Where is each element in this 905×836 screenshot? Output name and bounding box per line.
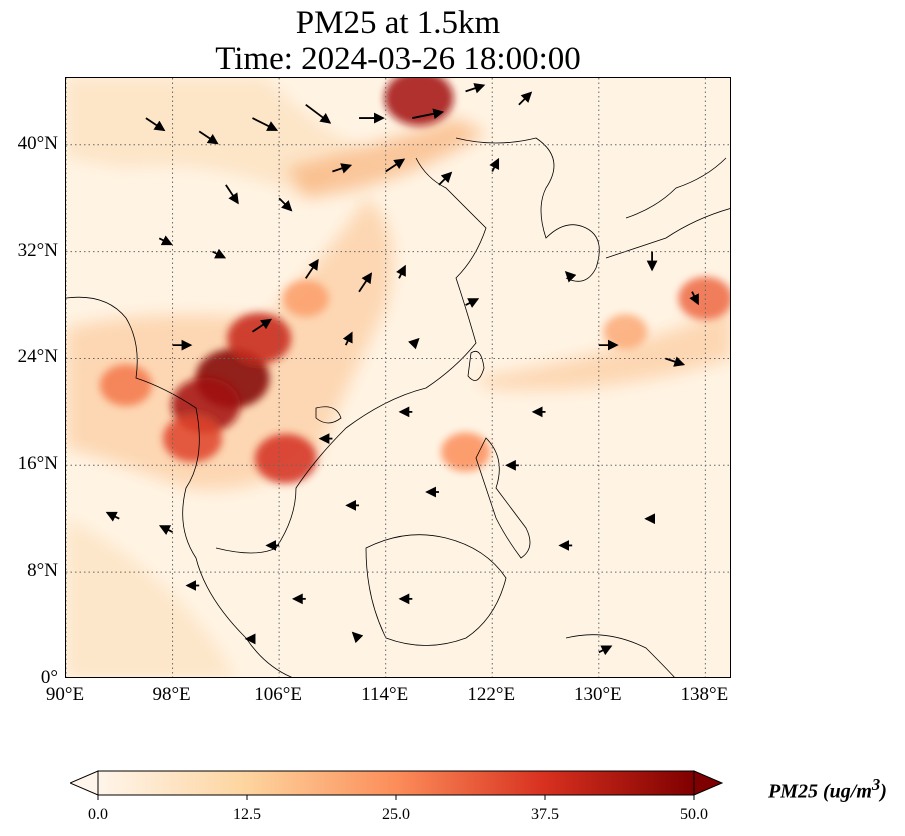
wind-arrow <box>412 108 445 120</box>
colorbar-tick-label: 25.0 <box>382 806 410 823</box>
wind-arrow <box>305 258 319 279</box>
pm25-hotspot <box>227 312 292 365</box>
longitude-tick-label: 98°E <box>152 684 191 705</box>
latitude-tick-label: 40°N <box>17 132 58 154</box>
wind-arrow <box>198 130 219 145</box>
wind-arrow <box>252 117 279 131</box>
colorbar-label: PM25 (ug/m3) <box>768 775 887 803</box>
longitude-tick-label: 138°E <box>680 684 729 705</box>
wind-vectors <box>105 83 699 656</box>
latitude-tick-label: 24°N <box>17 346 58 368</box>
colorbar-tick-label: 50.0 <box>680 806 708 823</box>
wind-arrow <box>332 163 353 174</box>
pm25-hotspot <box>99 364 152 406</box>
longitude-tick-label: 122°E <box>467 684 516 705</box>
latitude-tick-label: 16°N <box>17 453 58 475</box>
lat-lon-gridlines <box>66 78 730 677</box>
pm25-field <box>66 78 730 677</box>
wind-arrow <box>278 197 293 212</box>
map-panel <box>65 77 731 678</box>
wind-arrow <box>358 272 373 293</box>
wind-arrow <box>225 184 239 205</box>
wind-arrow <box>342 331 353 346</box>
colorbar-gradient <box>97 770 695 796</box>
map-canvas <box>66 78 730 677</box>
wind-arrow <box>305 103 332 124</box>
wind-arrow <box>105 511 120 522</box>
wind-arrow <box>438 171 453 186</box>
colorbar-tick-label: 37.5 <box>531 806 559 823</box>
longitude-tick-label: 130°E <box>573 684 622 705</box>
pm25-hotspot <box>441 432 491 472</box>
wind-arrow <box>212 248 227 259</box>
colorbar-tick-label: 12.5 <box>233 806 261 823</box>
wind-arrow <box>564 271 577 283</box>
pm25-hotspot <box>282 279 329 317</box>
wind-arrow <box>251 318 272 333</box>
latitude-tick-label: 8°N <box>27 560 58 582</box>
pm25-hotspot <box>163 415 223 463</box>
wind-arrow <box>145 117 166 132</box>
wind-arrow <box>465 298 480 308</box>
wind-arrow <box>396 264 406 279</box>
wind-arrow <box>518 91 533 106</box>
map-title: PM25 at 1.5km <box>295 5 501 41</box>
longitude-tick-label: 106°E <box>254 684 302 705</box>
wind-arrow <box>385 158 406 173</box>
pm25-hotspots <box>99 78 730 484</box>
pm25-hotspot <box>603 314 648 350</box>
longitude-tick-label: 90°E <box>45 684 85 705</box>
latitude-tick-label: 0° <box>40 667 58 688</box>
colorbar-tick-label: 0.0 <box>88 806 108 823</box>
wind-arrow <box>158 235 173 246</box>
wind-arrow <box>408 337 420 350</box>
wind-arrow <box>689 291 699 306</box>
wind-arrow <box>465 83 486 94</box>
wind-arrow <box>598 645 613 656</box>
colorbar-extend-min <box>70 770 99 796</box>
longitude-tick-label: 114°E <box>361 684 409 705</box>
wind-arrow <box>158 525 173 535</box>
wind-arrow <box>665 356 686 367</box>
colorbar <box>70 770 724 800</box>
pm25-hotspot <box>254 433 317 484</box>
wind-arrow <box>351 631 364 644</box>
colorbar-extend-max <box>693 770 724 796</box>
pm25-hotspot <box>678 276 730 320</box>
map-timestamp: Time: 2024-03-26 18:00:00 <box>215 41 581 77</box>
latitude-tick-label: 32°N <box>17 239 58 261</box>
wind-arrow <box>489 157 500 172</box>
pm25-hotspot <box>384 78 454 126</box>
